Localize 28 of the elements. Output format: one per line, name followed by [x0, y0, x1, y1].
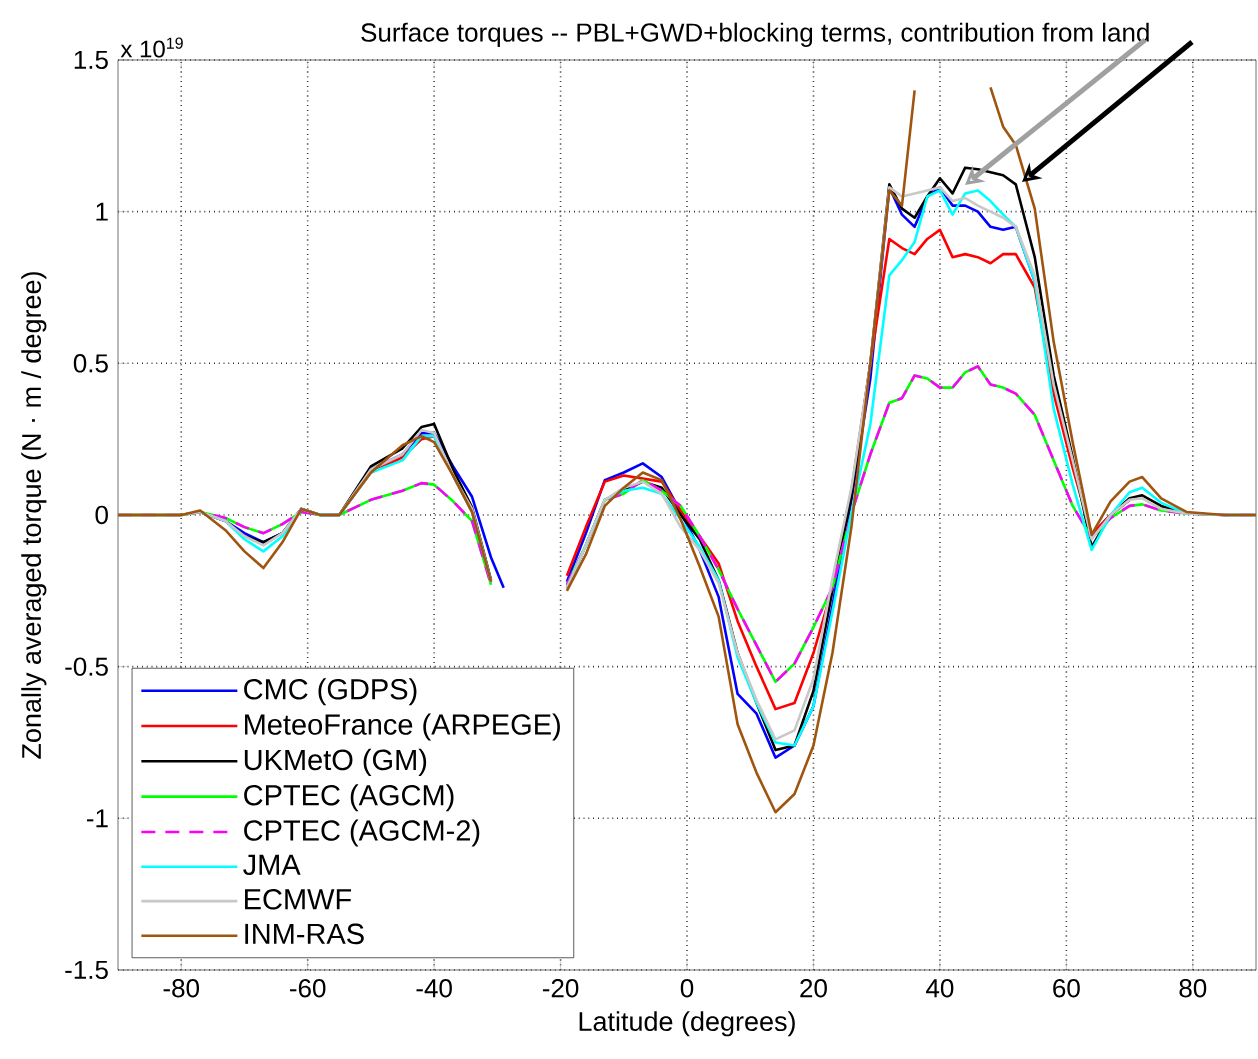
x-tick-label: -40: [416, 979, 452, 998]
legend-label: CPTEC (AGCM): [244, 784, 454, 812]
chart-title: Surface torques -- PBL+GWD+blocking terms, contribution from land: [361, 22, 1149, 47]
x-tick-label: 40: [926, 979, 954, 998]
y-tick-label: -0.5: [65, 657, 108, 676]
legend-label: JMA: [243, 854, 301, 876]
y-tick-label: 1: [96, 202, 108, 221]
legend-label: CMC (GDPS): [244, 678, 417, 706]
x-tick-label: -60: [290, 979, 326, 998]
x-tick-label: -20: [542, 979, 579, 998]
x-tick-label: 60: [1053, 979, 1080, 998]
y-axis-title: Zonally averaged torque (N · m / degree): [21, 272, 47, 759]
legend-label: ECMWF: [245, 889, 352, 910]
legend-label: UKMetO (GM): [244, 748, 427, 776]
x-tick-label: 0: [680, 979, 694, 998]
y-tick-label: 0.5: [73, 354, 108, 373]
x-axis-title: Latitude (degrees): [579, 1011, 795, 1037]
x-tick-label: -80: [163, 979, 200, 998]
x-tick-label: 80: [1179, 979, 1207, 998]
text: x 10$^{19}$: [120, 37, 183, 58]
y-tick-label: -1: [86, 809, 108, 828]
y-tick-label: 1.5: [74, 50, 108, 70]
legend-label: INM-RAS: [245, 923, 364, 945]
y-tick-label: 0: [95, 505, 108, 525]
legend-label: MeteoFrance (ARPEGE): [245, 713, 560, 741]
x-tick-label: 20: [800, 979, 827, 998]
legend-label: CPTEC (AGCM-2): [244, 819, 480, 847]
y-tick-label: -1.5: [65, 960, 108, 980]
